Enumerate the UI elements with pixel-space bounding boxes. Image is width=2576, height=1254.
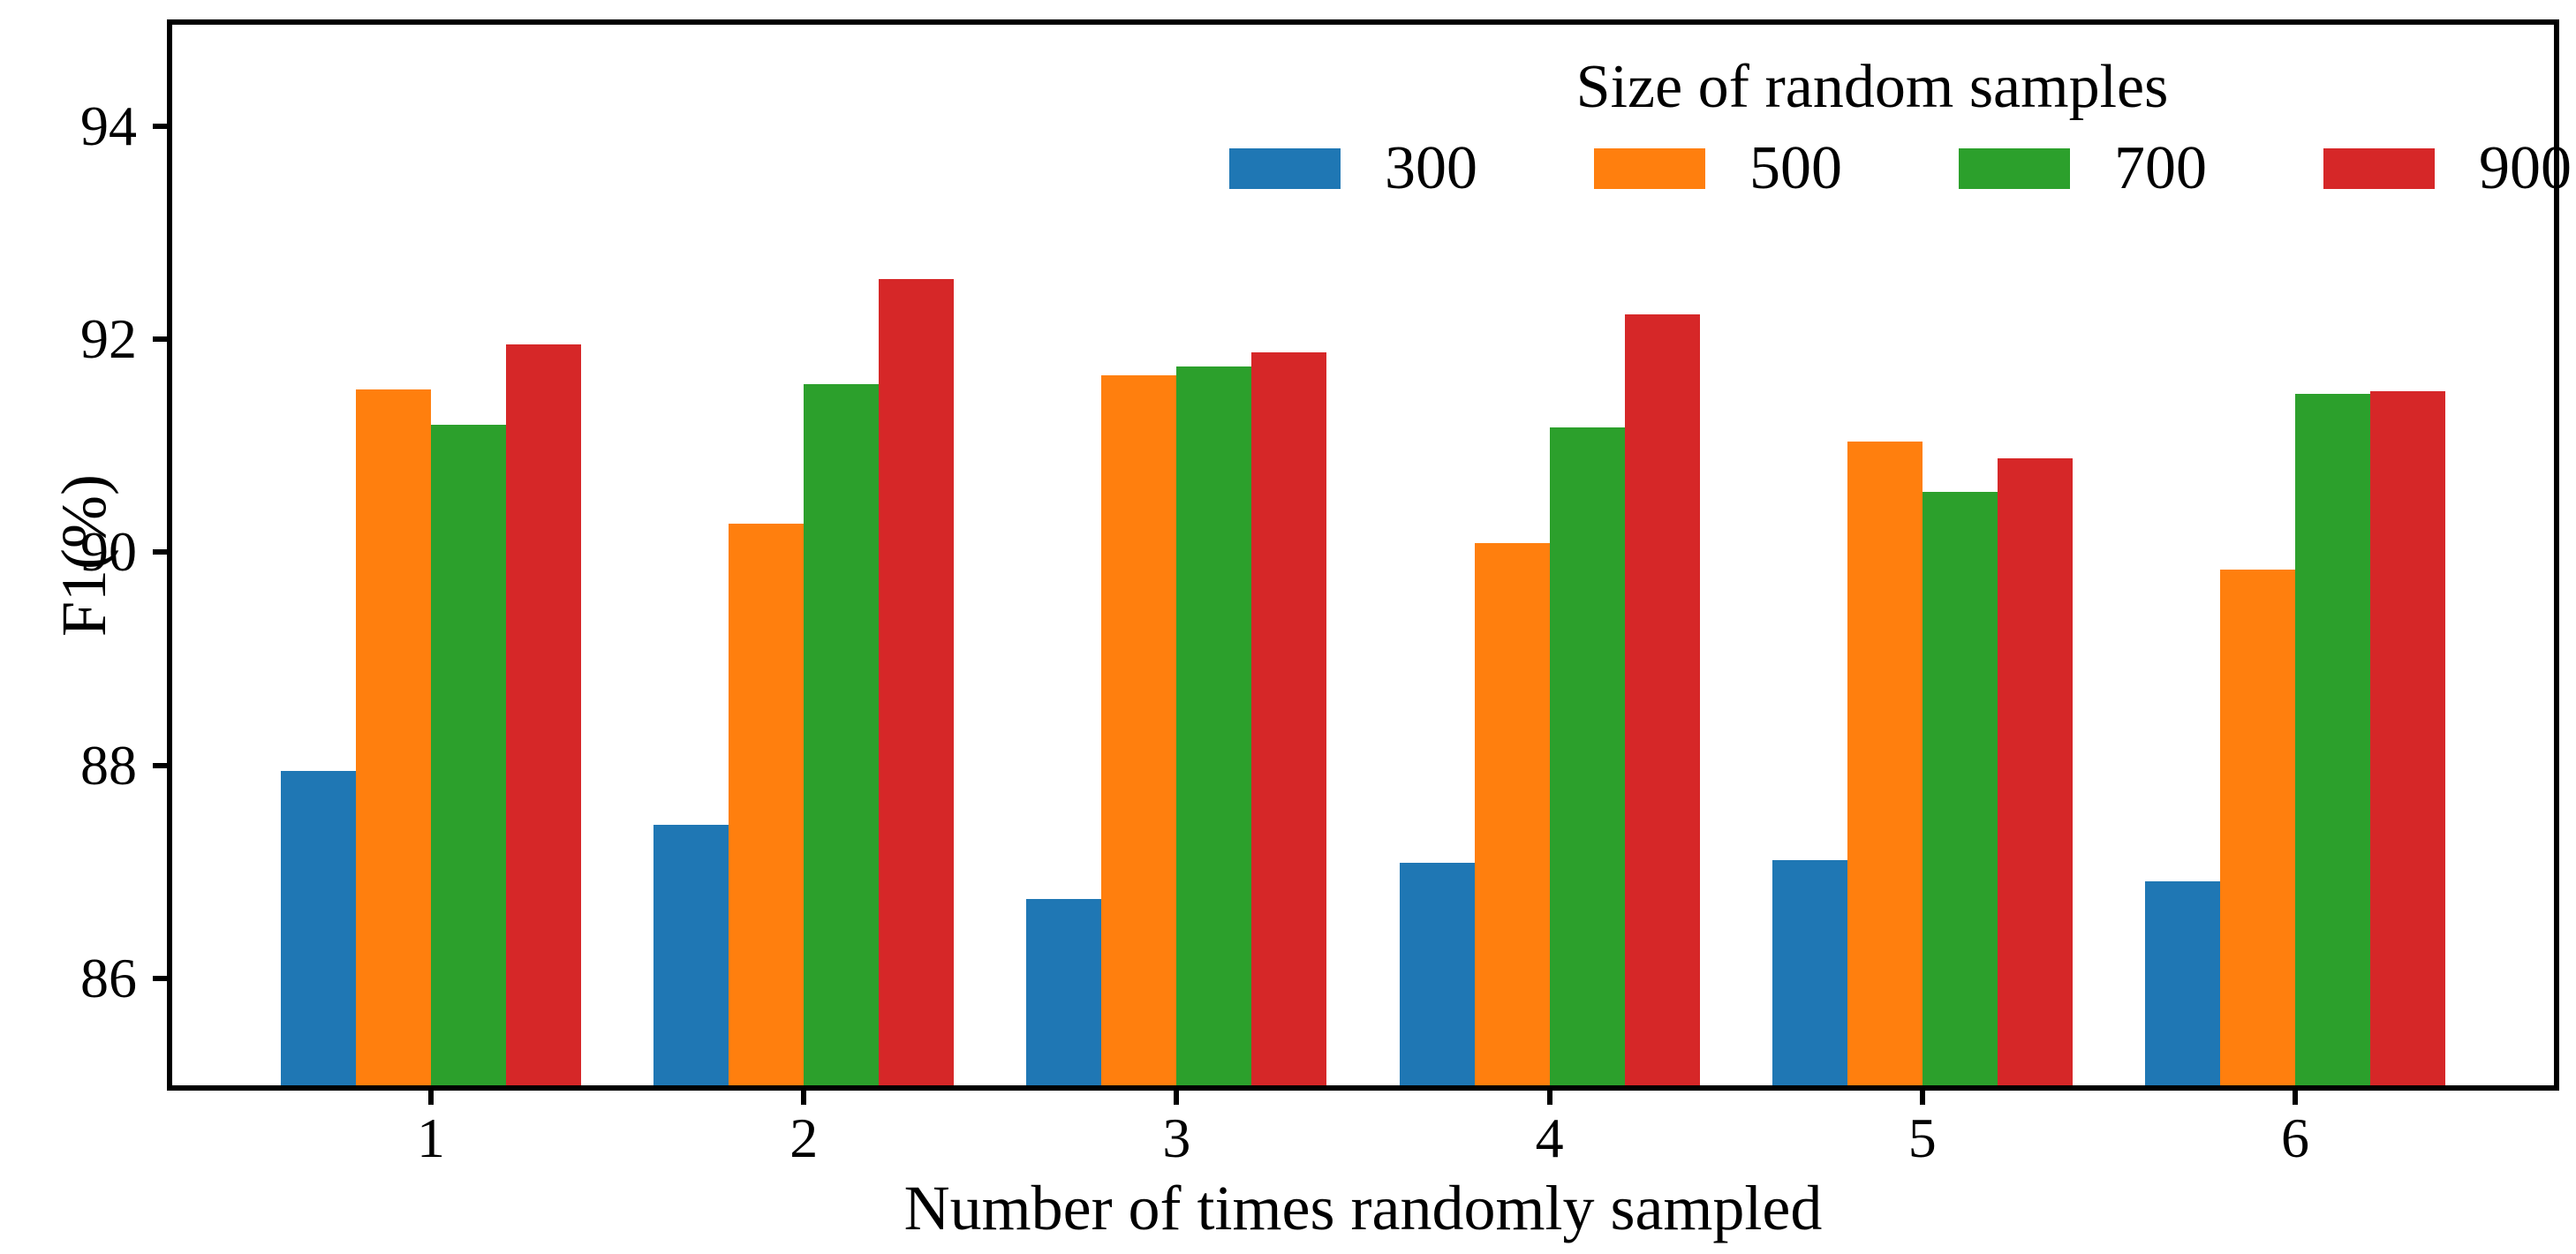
bar-series900-group6 (2370, 391, 2445, 1085)
legend-swatch-700 (1959, 148, 2070, 189)
legend-entry-900: 900 (2323, 138, 2572, 200)
bar-series900-group4 (1624, 314, 1700, 1085)
legend-label-900: 900 (2479, 134, 2572, 202)
x-tick-mark-3 (1174, 1091, 1180, 1105)
bar-series700-group2 (804, 383, 880, 1085)
y-tick-mark-92 (153, 336, 167, 343)
x-tick-mark-1 (428, 1091, 434, 1105)
bar-series700-group1 (431, 424, 506, 1085)
bar-series500-group1 (356, 389, 431, 1085)
x-tick-label-6: 6 (2281, 1107, 2309, 1169)
bar-series500-group4 (1474, 542, 1550, 1085)
legend-label-500: 500 (1749, 134, 1842, 202)
legend-swatch-900 (2323, 148, 2435, 189)
x-tick-mark-4 (1546, 1091, 1552, 1105)
x-tick-label-2: 2 (789, 1107, 819, 1169)
legend-entry-300: 300 (1229, 138, 1477, 200)
legend-swatch-500 (1594, 148, 1705, 189)
legend-entries: 300 500 700 900 (1229, 138, 2572, 200)
y-tick-mark-90 (153, 549, 167, 555)
bar-series500-group6 (2220, 569, 2295, 1085)
y-axis-label: F1(%) (49, 473, 119, 637)
y-tick-label-92: 92 (80, 307, 137, 371)
bar-series900-group1 (506, 344, 581, 1085)
bar-series500-group3 (1101, 375, 1177, 1085)
legend-label-700: 700 (2114, 134, 2207, 202)
bar-series700-group3 (1176, 366, 1252, 1085)
bar-series300-group6 (2145, 881, 2220, 1085)
bar-series300-group5 (1771, 860, 1847, 1085)
bar-series700-group4 (1549, 427, 1625, 1085)
bar-series900-group5 (1997, 458, 2073, 1085)
legend-title: Size of random samples (1575, 53, 2169, 121)
x-axis-label: Number of times randomly sampled (903, 1173, 1823, 1243)
bar-series700-group5 (1922, 491, 1998, 1085)
bar-series500-group2 (729, 523, 805, 1085)
x-tick-mark-2 (801, 1091, 807, 1105)
legend-entry-700: 700 (1959, 138, 2207, 200)
y-tick-mark-88 (153, 762, 167, 768)
x-tick-label-1: 1 (417, 1107, 445, 1169)
y-tick-label-94: 94 (80, 94, 137, 157)
bar-series300-group3 (1026, 898, 1102, 1085)
bar-series300-group2 (653, 825, 729, 1085)
legend-swatch-300 (1229, 148, 1341, 189)
legend-entry-500: 500 (1594, 138, 1842, 200)
x-tick-label-5: 5 (1907, 1107, 1937, 1169)
x-tick-label-3: 3 (1162, 1107, 1191, 1169)
y-tick-mark-94 (153, 123, 167, 129)
bar-series300-group4 (1399, 862, 1475, 1085)
bar-series900-group3 (1251, 351, 1327, 1085)
legend-label-300: 300 (1385, 134, 1477, 202)
x-tick-mark-6 (2293, 1091, 2298, 1105)
y-tick-label-90: 90 (80, 520, 137, 584)
y-tick-label-88: 88 (80, 733, 137, 797)
bar-series500-group5 (1847, 441, 1923, 1085)
x-tick-label-4: 4 (1535, 1107, 1564, 1169)
y-tick-label-86: 86 (80, 947, 137, 1010)
bar-series300-group1 (281, 770, 356, 1085)
y-tick-mark-86 (153, 976, 167, 982)
bar-series700-group6 (2295, 393, 2370, 1085)
bar-series900-group2 (879, 279, 955, 1085)
x-tick-mark-5 (1919, 1091, 1925, 1105)
